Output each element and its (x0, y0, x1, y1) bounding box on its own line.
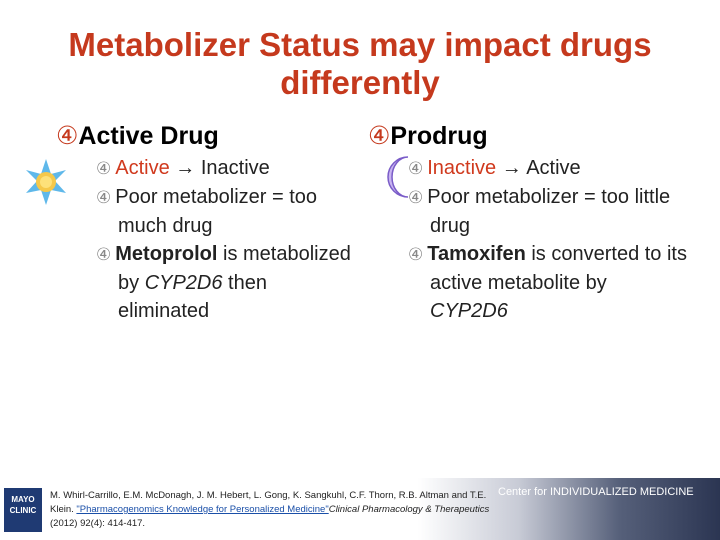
bullet: ④ (96, 188, 112, 207)
column: ④Prodrug ④ Inactive → Active ④ Poor metaboli… (368, 118, 688, 325)
text-segment: then eliminated (118, 272, 267, 322)
logo: MAYO CLINIC (4, 488, 42, 532)
bullet: ④ (408, 159, 424, 178)
text-segment: Poor metabolizer = too little drug (427, 186, 671, 237)
bullet: ④ (408, 188, 424, 207)
slide-title: Metabolizer Status may impact drugs diff… (68, 26, 652, 101)
footer-band (0, 478, 720, 540)
text-segment: (2012) 92(4): 414-417. (50, 518, 146, 529)
text-segment: CYP2D6 (430, 300, 508, 322)
text-segment: is metabolized by (118, 243, 351, 294)
moon-icon (387, 156, 409, 198)
bullet-item: ④ Active → Inactive (92, 154, 356, 183)
text-segment: M. Whirl-Carrillo, E.M. McDonagh, J. M. … (50, 490, 487, 515)
bullet-item: ④ Poor metabolizer = too little drug (404, 183, 688, 240)
column: ④Active Drug ④ Active → Inactive ④ Poor meta… (56, 118, 356, 325)
slide-number: ©2012 MFMER | slide-13 (312, 528, 380, 534)
text-segment: → Inactive (169, 157, 270, 179)
text-segment: CYP2D6 (144, 272, 223, 294)
text-segment: Tamoxifen (427, 243, 526, 265)
bullet: ④ (408, 245, 424, 264)
text-segment: is converted to its active metabolite by (430, 243, 687, 294)
bullet: ④ (96, 245, 112, 264)
bullet: ④ (368, 122, 391, 150)
citation-link[interactable]: "Pharmacogenomics Knowledge for Personal… (76, 504, 329, 515)
heading-text: Active Drug (78, 122, 219, 150)
bullet-item: ④ Inactive → Active (404, 154, 688, 183)
column-heading: ④Active Drug (56, 118, 356, 154)
column-heading: ④Prodrug (368, 118, 688, 154)
bullet-item: ④ Poor metabolizer = too much drug (92, 183, 356, 240)
bullet-item: ④ Tamoxifen is converted to its active me… (404, 240, 688, 325)
text-segment: → Active (496, 157, 581, 179)
bullet: ④ (56, 122, 79, 150)
bullet-item: ④ Metoprolol is metabolized by CYP2D6 the… (92, 240, 356, 325)
text-segment: Active (115, 157, 170, 179)
text-segment: Inactive (427, 157, 497, 179)
center-name: Center for INDIVIDUALIZED MEDICINE (498, 486, 694, 498)
sun-icon (26, 159, 66, 205)
text-segment: Metoprolol (115, 243, 218, 265)
citation: M. Whirl-Carrillo, E.M. McDonagh, J. M. … (50, 489, 500, 531)
text-segment: Poor metabolizer = too much drug (115, 186, 318, 237)
heading-text: Prodrug (390, 122, 488, 150)
text-segment: Clinical Pharmacology & Therapeutics (328, 504, 490, 515)
bullet: ④ (96, 159, 112, 178)
